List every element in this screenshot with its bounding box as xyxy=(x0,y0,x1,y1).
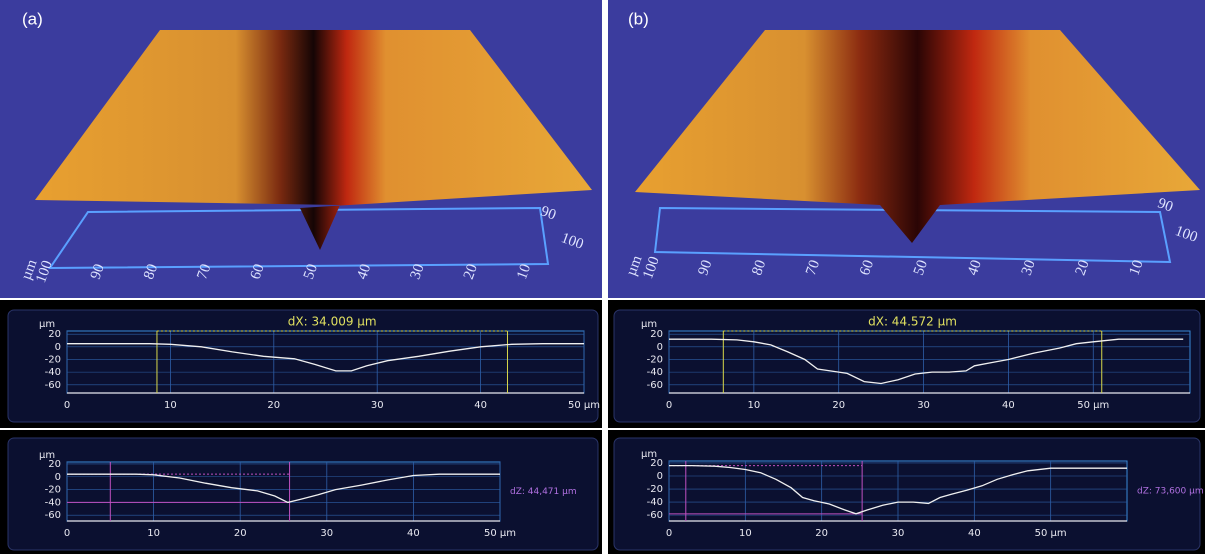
x-tick-label: 0 xyxy=(64,400,70,411)
y-tick-label: 0 xyxy=(657,342,663,353)
x-tick-label: 0 xyxy=(666,400,672,411)
x-tick-label: 20 xyxy=(234,528,247,539)
y-axis-label: µm xyxy=(39,450,55,461)
x-tick-label: 10 xyxy=(739,528,752,539)
x-tick-label: 10 xyxy=(747,400,760,411)
annotation: dX: 44.572 µm xyxy=(868,315,957,329)
x-tick-label: 20 xyxy=(815,528,828,539)
x-tick-label: 30 xyxy=(892,528,905,539)
y-tick-label: 0 xyxy=(55,342,61,353)
annotation: dZ: 73,600 µm xyxy=(1137,487,1204,497)
x-tick-label: 20 xyxy=(267,400,280,411)
x-tick-label: 50 µm xyxy=(1035,528,1067,539)
y-tick-label: -60 xyxy=(45,380,61,391)
y-tick-label: 0 xyxy=(657,471,663,482)
x-tick-label: 40 xyxy=(474,400,487,411)
x-tick-label: 20 xyxy=(832,400,845,411)
y-tick-label: 20 xyxy=(650,329,663,340)
figure: (a)µm10090807060504030201090100(b)µm1009… xyxy=(0,0,1205,554)
x-tick-label: 30 xyxy=(917,400,930,411)
panel-label: (a) xyxy=(22,9,43,28)
y-tick-label: -40 xyxy=(647,367,663,378)
y-tick-label: -60 xyxy=(647,510,663,521)
y-axis-label: µm xyxy=(39,319,55,330)
x-tick-label: 10 xyxy=(147,528,160,539)
y-tick-label: -60 xyxy=(45,510,61,521)
x-tick-label: 50 µm xyxy=(1077,400,1109,411)
x-tick-label: 40 xyxy=(968,528,981,539)
x-tick-label: 30 xyxy=(320,528,333,539)
y-axis-label: µm xyxy=(641,449,657,460)
annotation: dZ: 44,471 µm xyxy=(510,487,577,497)
y-tick-label: -40 xyxy=(45,367,61,378)
y-tick-label: -40 xyxy=(647,497,663,508)
y-tick-label: -60 xyxy=(647,380,663,391)
y-tick-label: 0 xyxy=(55,472,61,483)
panel-label: (b) xyxy=(628,9,649,28)
x-tick-label: 50 µm xyxy=(568,400,600,411)
y-tick-label: -20 xyxy=(45,354,61,365)
x-tick-label: 0 xyxy=(64,528,70,539)
y-tick-label: -20 xyxy=(45,485,61,496)
x-tick-label: 0 xyxy=(666,528,672,539)
y-axis-label: µm xyxy=(641,319,657,330)
chart-box xyxy=(614,438,1200,550)
y-tick-label: 20 xyxy=(48,329,61,340)
x-tick-label: 10 xyxy=(164,400,177,411)
x-tick-label: 40 xyxy=(1002,400,1015,411)
x-tick-label: 40 xyxy=(407,528,420,539)
y-tick-label: -40 xyxy=(45,497,61,508)
x-tick-label: 50 µm xyxy=(484,528,516,539)
y-tick-label: -20 xyxy=(647,354,663,365)
y-tick-label: -20 xyxy=(647,484,663,495)
x-tick-label: 30 xyxy=(371,400,384,411)
annotation: dX: 34.009 µm xyxy=(288,315,377,329)
